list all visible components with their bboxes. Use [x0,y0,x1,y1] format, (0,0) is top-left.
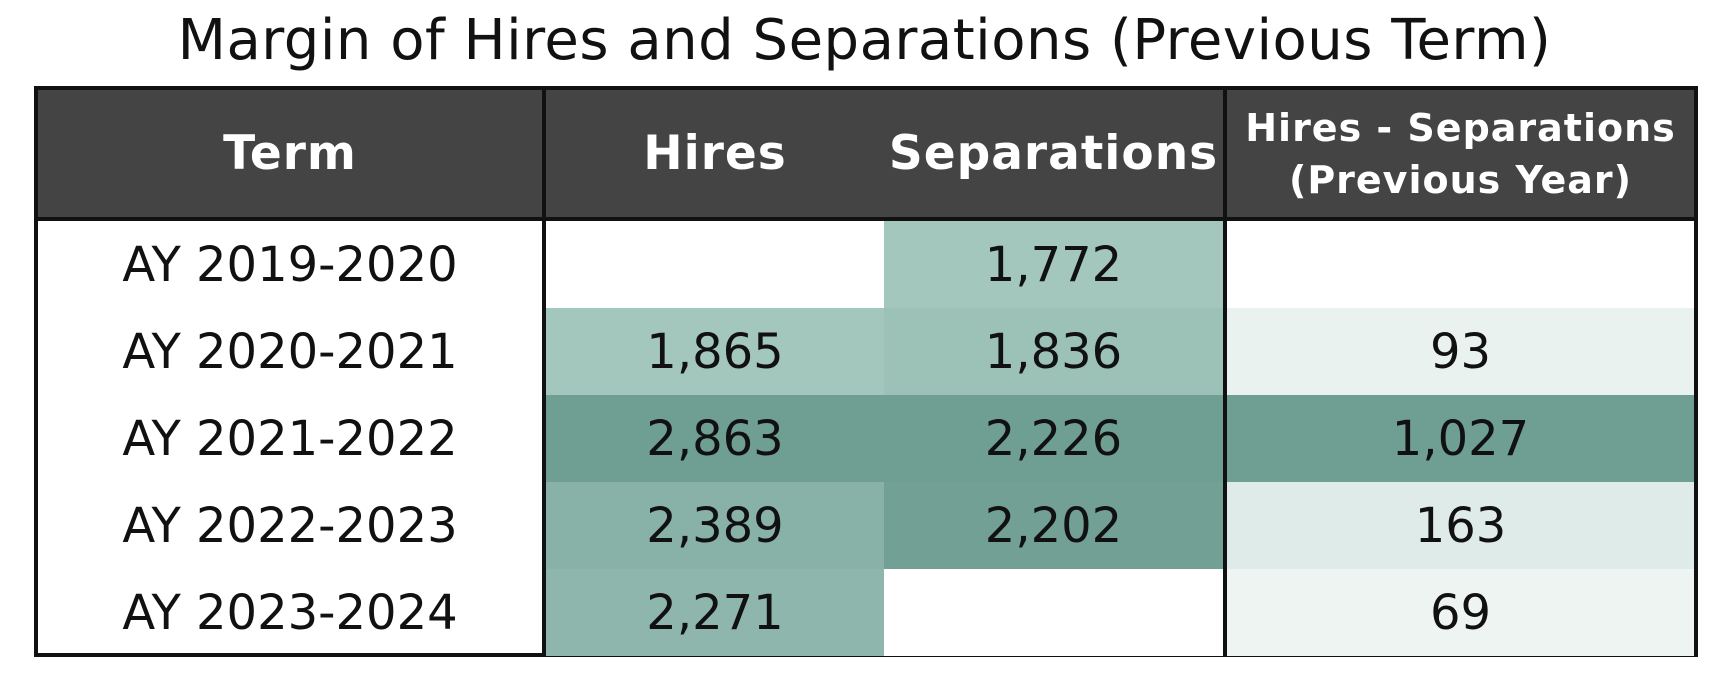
header-hires: Hires [542,90,884,219]
separations-cell: 1,836 [884,308,1225,395]
term-cell: AY 2019-2020 [38,217,544,308]
hires-cell: 2,863 [542,395,884,482]
hires-cell [542,217,884,308]
hires-cell: 2,271 [542,569,884,656]
margin-table: Term Hires Separations Hires - Separatio… [34,86,1698,657]
header-term: Term [38,90,544,219]
table-row: AY 2022-2023 2,389 2,202 163 [38,482,1694,569]
separations-cell: 1,772 [884,217,1225,308]
diff-cell: 93 [1223,308,1694,395]
separations-cell: 2,226 [884,395,1225,482]
table-row: AY 2023-2024 2,271 69 [38,569,1694,656]
diff-cell: 69 [1223,569,1694,656]
header-diff-line-2: (Previous Year) [1288,157,1633,202]
chart-title: Margin of Hires and Separations (Previou… [177,8,1552,73]
data-grid: Term Hires Separations Hires - Separatio… [38,90,1694,656]
header-separations: Separations [884,90,1225,219]
diff-cell: 163 [1223,482,1694,569]
hires-cell: 2,389 [542,482,884,569]
term-cell: AY 2021-2022 [122,410,458,467]
separations-cell [884,569,1225,656]
table-row: AY 2021-2022 2,863 2,226 1,027 [38,395,1694,482]
diff-cell [1223,217,1694,308]
diff-cell: 1,027 [1223,395,1694,482]
term-cell: AY 2023-2024 [122,584,458,641]
header-row: Term Hires Separations Hires - Separatio… [38,90,1694,219]
header-diff-line-1: Hires - Separations [1245,105,1676,150]
table-row: AY 2020-2021 1,865 1,836 93 [38,308,1694,395]
table-row: AY 2019-2020 1,772 [38,217,1694,308]
header-hires-minus-separations: Hires - Separations (Previous Year) [1223,90,1694,219]
term-cell: AY 2022-2023 [122,497,458,554]
term-cell: AY 2020-2021 [122,323,458,380]
separations-cell: 2,202 [884,482,1225,569]
hires-cell: 1,865 [542,308,884,395]
